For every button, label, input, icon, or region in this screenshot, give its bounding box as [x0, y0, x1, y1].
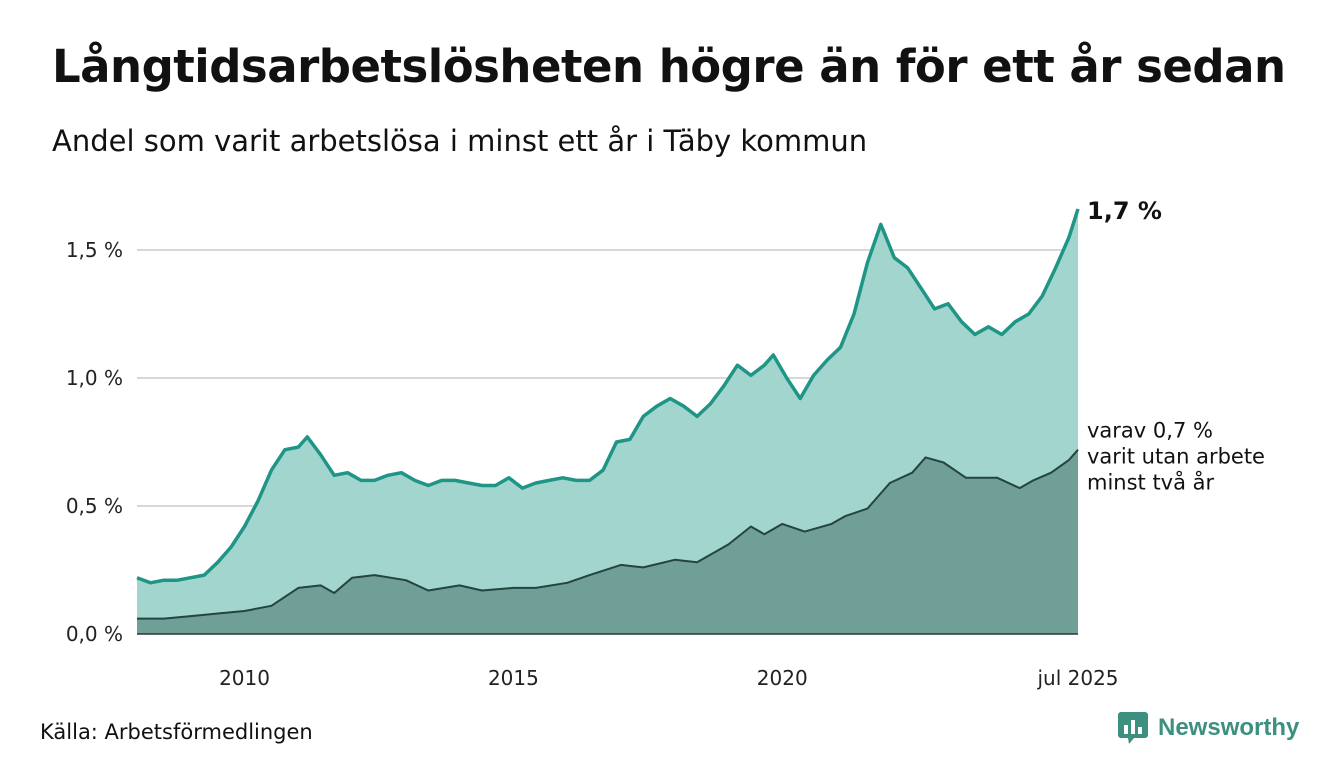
y-tick-label: 1,0 % — [66, 366, 123, 390]
sub-series-label: varav 0,7 % — [1087, 419, 1213, 443]
chart-title: Långtidsarbetslösheten högre än för ett … — [52, 40, 1286, 93]
source-note: Källa: Arbetsförmedlingen — [40, 720, 313, 744]
series-2-line — [137, 449, 1079, 620]
x-tick-label: 2010 — [219, 666, 270, 690]
brand-logo: Newsworthy — [1118, 712, 1299, 744]
series-2-area — [137, 449, 1078, 634]
end-value-label: 1,7 % — [1087, 197, 1162, 225]
area-layer — [136, 208, 1080, 634]
x-tick-label: 2020 — [757, 666, 808, 690]
x-tick-label: 2015 — [488, 666, 539, 690]
y-tick-label: 0,0 % — [66, 622, 123, 646]
newsworthy-icon — [1118, 712, 1148, 744]
sub-series-label: minst två år — [1087, 470, 1215, 495]
brand-name: Newsworthy — [1158, 714, 1300, 741]
y-tick-label: 0,5 % — [66, 494, 123, 518]
x-tick-label: jul 2025 — [1036, 666, 1118, 690]
axes: 0,0 % 0,5 % 1,0 % 1,5 % 2010 2015 2020 jul 2025 — [66, 238, 1119, 690]
y-tick-label: 1,5 % — [66, 238, 123, 262]
series-1-line — [136, 208, 1080, 585]
sub-series-label: varit utan arbete — [1087, 445, 1265, 469]
chart-subtitle: Andel som varit arbetslösa i minst ett å… — [52, 124, 868, 158]
